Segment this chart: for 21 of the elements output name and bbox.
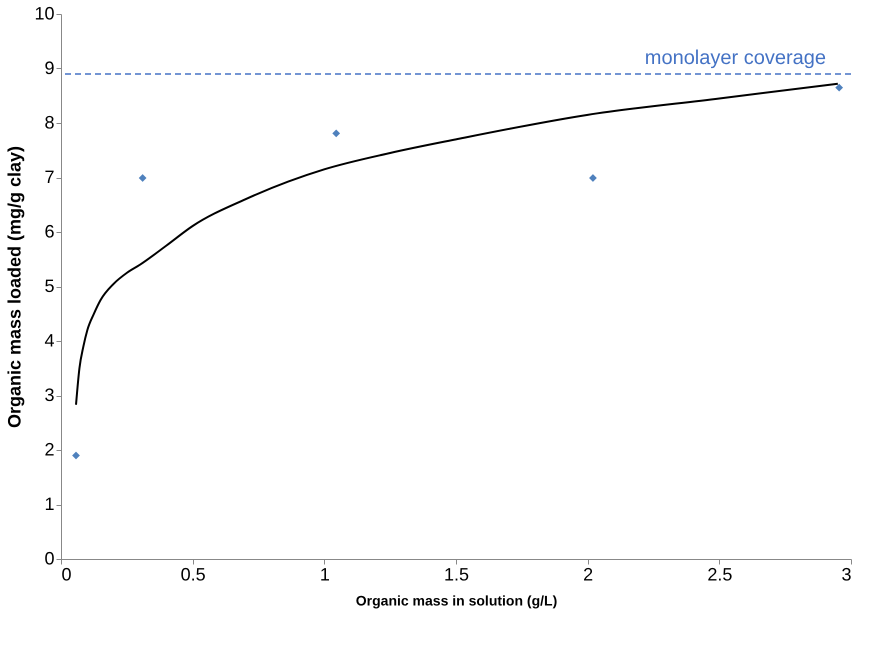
y-tick-label: 4 xyxy=(44,330,54,350)
x-tick-label: 1 xyxy=(320,564,330,584)
x-tick-label: 2.5 xyxy=(707,564,732,584)
y-tick-label: 10 xyxy=(34,4,54,24)
x-axis-title: Organic mass in solution (g/L) xyxy=(356,592,558,608)
y-tick-label: 9 xyxy=(44,58,54,78)
y-axis-title: Organic mass loaded (mg/g clay) xyxy=(4,146,24,428)
x-tick-label: 3 xyxy=(841,564,852,584)
y-tick-label: 5 xyxy=(44,276,54,296)
x-tick-label: 1.5 xyxy=(444,564,470,584)
y-tick-label: 7 xyxy=(44,167,54,187)
x-tick-label: 0 xyxy=(62,564,72,584)
ref-line-label: monolayer coverage xyxy=(644,46,826,69)
y-tick-label: 1 xyxy=(44,494,54,514)
y-tick-label: 2 xyxy=(44,440,54,460)
y-tick-label: 6 xyxy=(44,222,54,242)
x-tick-label: 0.5 xyxy=(180,564,206,584)
y-tick-label: 3 xyxy=(44,385,54,405)
y-tick-label: 0 xyxy=(44,548,54,568)
y-tick-label: 8 xyxy=(44,112,54,132)
x-tick-label: 2 xyxy=(583,564,594,584)
